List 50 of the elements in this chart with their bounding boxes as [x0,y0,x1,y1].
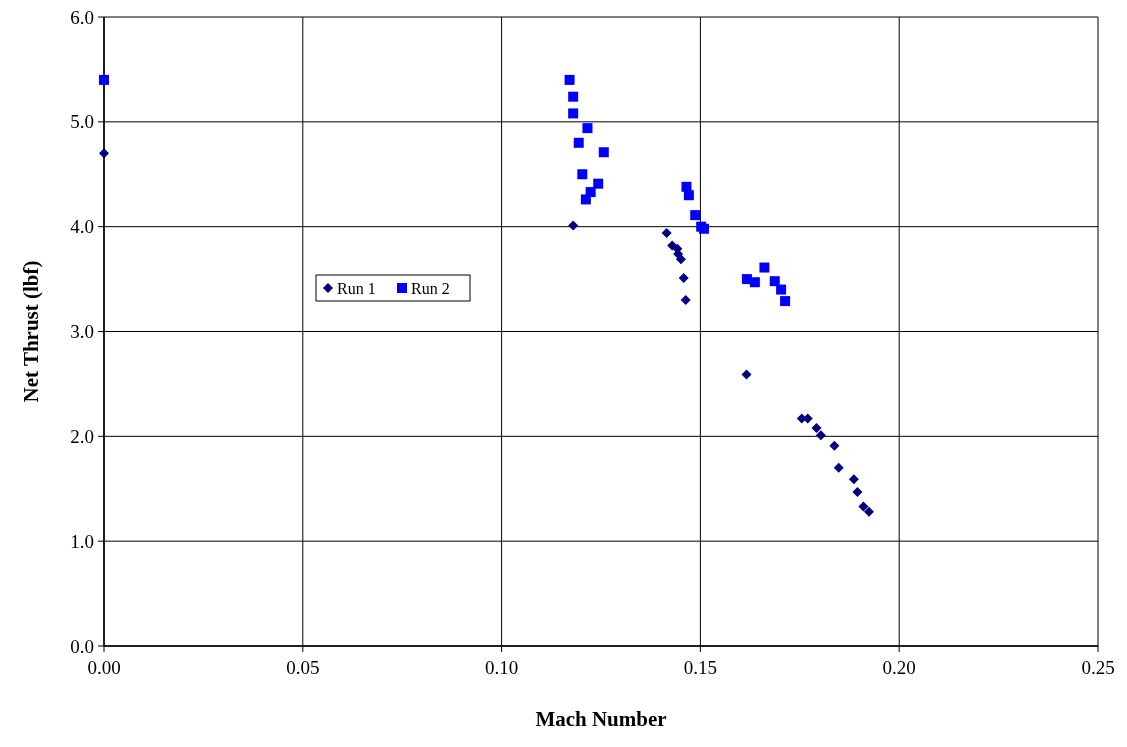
x-axis-title: Mach Number [535,707,667,731]
point [580,194,591,205]
point [863,506,874,517]
point [99,148,109,159]
point [598,147,609,158]
point [593,178,604,189]
point [848,474,859,485]
x-tick-label: 0.00 [87,657,121,678]
point [811,422,822,433]
point [759,262,770,273]
point [780,296,791,307]
point [675,254,686,265]
point [577,169,588,180]
legend-label: Run 2 [411,279,450,297]
y-tick-label: 6.0 [70,6,94,28]
point [667,240,678,251]
x-tick-label: 0.20 [882,657,916,678]
point [741,369,752,380]
x-tick-label: 0.15 [683,657,718,678]
point [683,190,694,201]
point [749,277,760,288]
point [99,74,109,85]
y-axis-title: Net Thrust (lbf) [19,260,43,403]
x-tick-label: 0.05 [286,657,320,678]
x-tick-label: 0.10 [484,657,519,678]
point [678,273,689,284]
y-tick-label: 0.0 [70,635,94,657]
point [680,295,691,306]
point [573,137,584,148]
y-tick-label: 4.0 [70,216,94,238]
point [829,440,840,451]
point [568,220,579,231]
point [568,108,579,119]
point [582,123,593,134]
point [769,276,780,287]
legend-label: Run 1 [337,279,376,297]
x-tick-label: 0.25 [1081,657,1115,678]
point [690,210,701,221]
point [661,227,672,238]
y-tick-label: 1.0 [70,530,94,552]
y-tick-label: 5.0 [70,111,94,133]
point [852,486,863,497]
point [564,74,575,85]
y-tick-label: 2.0 [70,425,94,447]
point [568,91,579,102]
point [833,462,844,473]
y-tick-label: 3.0 [70,321,94,343]
point [815,430,826,441]
point [776,284,787,295]
point [858,501,869,512]
